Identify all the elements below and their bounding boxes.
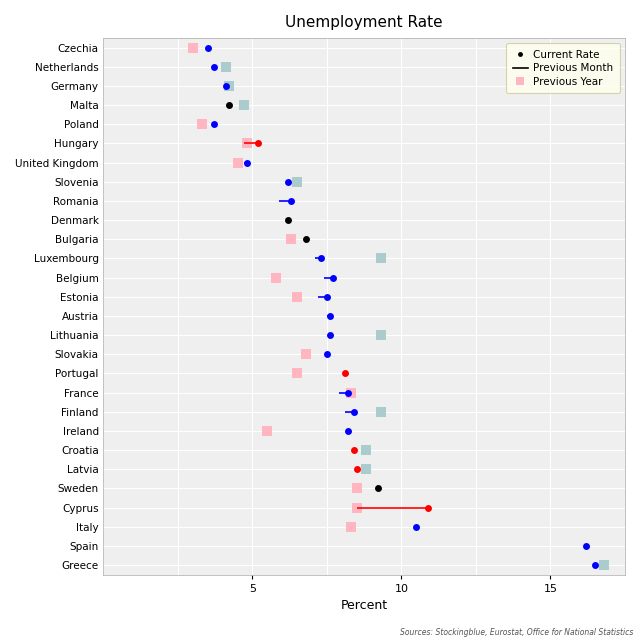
Legend: Current Rate, Previous Month, Previous Year: Current Rate, Previous Month, Previous Y… xyxy=(506,44,620,93)
Text: Sources: Stockingblue, Eurostat, Office for National Statistics: Sources: Stockingblue, Eurostat, Office … xyxy=(400,628,634,637)
X-axis label: Percent: Percent xyxy=(340,599,388,612)
Title: Unemployment Rate: Unemployment Rate xyxy=(285,15,443,30)
